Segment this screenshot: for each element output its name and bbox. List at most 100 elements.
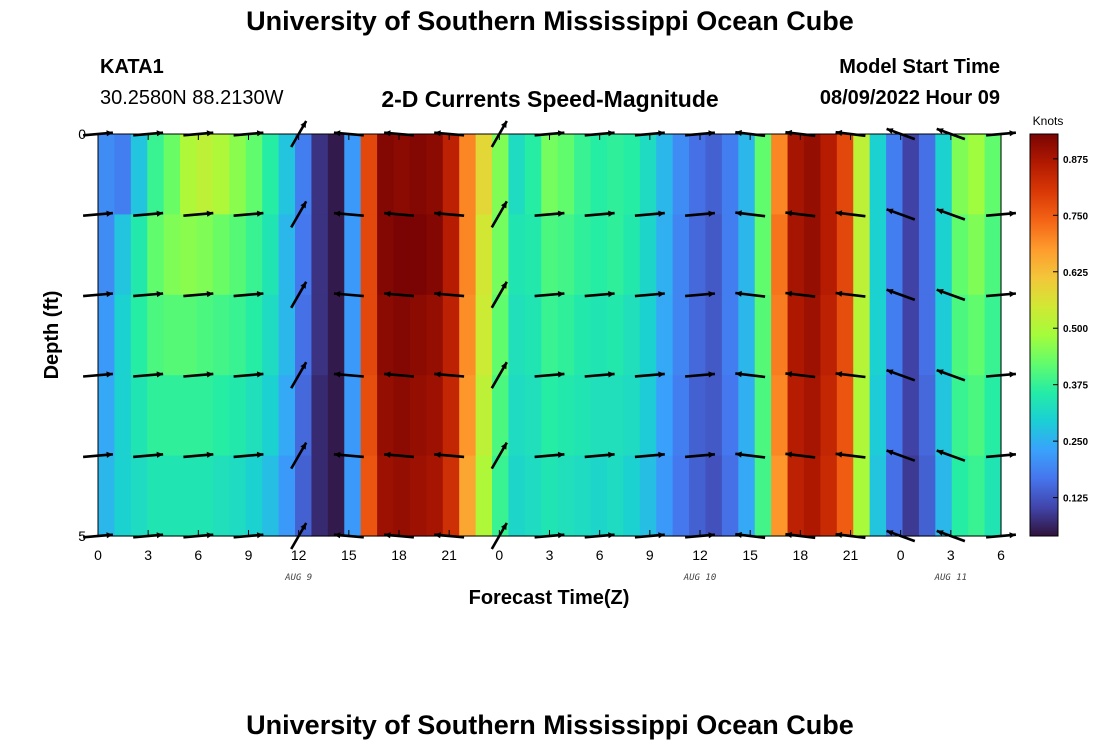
heatmap-cell <box>524 134 542 215</box>
heatmap-cell <box>951 214 969 296</box>
heatmap-cell <box>968 294 986 376</box>
heatmap-cell <box>508 294 526 376</box>
current-arrow <box>333 451 364 459</box>
heatmap-cell <box>426 134 444 215</box>
heatmap-cell <box>163 214 181 296</box>
heatmap-cell <box>656 214 674 296</box>
heatmap-cell <box>229 134 247 215</box>
heatmap-cell <box>787 455 805 537</box>
heatmap-cell <box>623 214 641 296</box>
heatmap-cell <box>836 214 854 296</box>
y-axis-label: Depth (ft) <box>41 291 63 380</box>
heatmap-cell <box>623 134 641 215</box>
heatmap-cell <box>886 375 904 457</box>
heatmap-cell <box>442 134 460 215</box>
heatmap-cell <box>606 134 624 215</box>
x-axis-label: Forecast Time(Z) <box>469 587 630 609</box>
heatmap-cell <box>409 134 427 215</box>
heatmap-cell <box>689 134 707 215</box>
heatmap-cell <box>721 375 739 457</box>
current-arrow <box>233 371 264 378</box>
heatmap-cell <box>968 134 986 215</box>
current-arrow <box>584 371 615 378</box>
current-arrow <box>835 210 866 218</box>
heatmap-cell <box>590 455 608 537</box>
heatmap-cell <box>853 214 871 296</box>
current-arrow <box>383 451 415 459</box>
current-arrow <box>490 200 508 229</box>
heatmap-cell <box>738 214 756 296</box>
heatmap-cell <box>245 134 263 215</box>
heatmap-cell <box>869 455 887 537</box>
heatmap-cell <box>229 455 247 537</box>
heatmap-cell <box>426 375 444 457</box>
heatmap-cell <box>229 375 247 457</box>
x-tick-label: 21 <box>843 547 859 563</box>
heatmap-cell <box>245 294 263 376</box>
heatmap-cell <box>754 294 772 376</box>
model-start-label: Model Start Time <box>839 56 1000 78</box>
heatmap-cell <box>442 455 460 537</box>
heatmap-cell <box>754 134 772 215</box>
x-tick-label: 6 <box>596 547 604 563</box>
footer-title: University of Southern Mississippi Ocean… <box>246 710 854 740</box>
heatmap-cell <box>672 294 690 376</box>
current-arrow <box>584 451 615 459</box>
heatmap-cell <box>705 214 723 296</box>
heatmap-cell <box>98 134 116 215</box>
heatmap-cell <box>771 455 789 537</box>
heatmap-cell <box>459 375 477 457</box>
heatmap-cell <box>360 375 378 457</box>
heatmap-cell <box>672 375 690 457</box>
heatmap-cell <box>918 455 936 537</box>
heatmap-cell <box>935 375 953 457</box>
heatmap-cell <box>278 294 296 376</box>
current-arrow <box>490 361 508 389</box>
y-axis: 05 <box>78 126 1001 544</box>
heatmap-cell <box>475 294 493 376</box>
heatmap-cell <box>524 375 542 457</box>
heatmap-cell <box>803 294 821 376</box>
colorbar-tick-label: 0.875 <box>1063 155 1088 166</box>
heatmap-cell <box>721 214 739 296</box>
heatmap-cell <box>327 134 345 215</box>
heatmap-cell <box>196 455 214 537</box>
heatmap-cell <box>130 455 148 537</box>
heatmap-cell <box>574 455 592 537</box>
colorbar-tick-label: 0.500 <box>1063 324 1088 335</box>
heatmap-cell <box>196 214 214 296</box>
heatmap-cell <box>984 214 1002 296</box>
heatmap-cell <box>459 455 477 537</box>
x-tick-label: 0 <box>495 547 503 563</box>
current-arrow <box>735 210 766 218</box>
colorbar: Knots 0.125 0.250 0.375 0.500 0.625 0.750 0.87… <box>1029 114 1088 537</box>
current-arrow <box>133 210 164 217</box>
heatmap-cell <box>689 455 707 537</box>
heatmap-cell <box>902 375 920 457</box>
current-arrow <box>684 371 716 378</box>
heatmap-cell <box>935 214 953 296</box>
heatmap-cell <box>98 375 116 457</box>
heatmap-cell <box>475 455 493 537</box>
heatmap-cell <box>771 134 789 215</box>
heatmap-cell <box>130 375 148 457</box>
heatmap-cell <box>902 455 920 537</box>
heatmap-cell <box>672 455 690 537</box>
heatmap-cell <box>705 294 723 376</box>
heatmap-cell <box>311 455 329 537</box>
current-arrow <box>490 441 508 470</box>
heatmap-cell <box>492 294 510 376</box>
heatmap-cell <box>180 134 198 215</box>
heatmap-cell <box>705 134 723 215</box>
heatmap-cell <box>212 214 230 296</box>
heatmap-cell <box>836 455 854 537</box>
heatmap-cell <box>606 455 624 537</box>
heatmap-cell <box>344 375 362 457</box>
heatmap-cell <box>409 294 427 376</box>
x-tick-label: 3 <box>144 547 152 563</box>
heatmap-cell <box>951 294 969 376</box>
heatmap-cell <box>869 214 887 296</box>
current-arrow <box>735 371 766 379</box>
colorbar-label: Knots <box>1033 114 1064 128</box>
heatmap-cell <box>459 294 477 376</box>
